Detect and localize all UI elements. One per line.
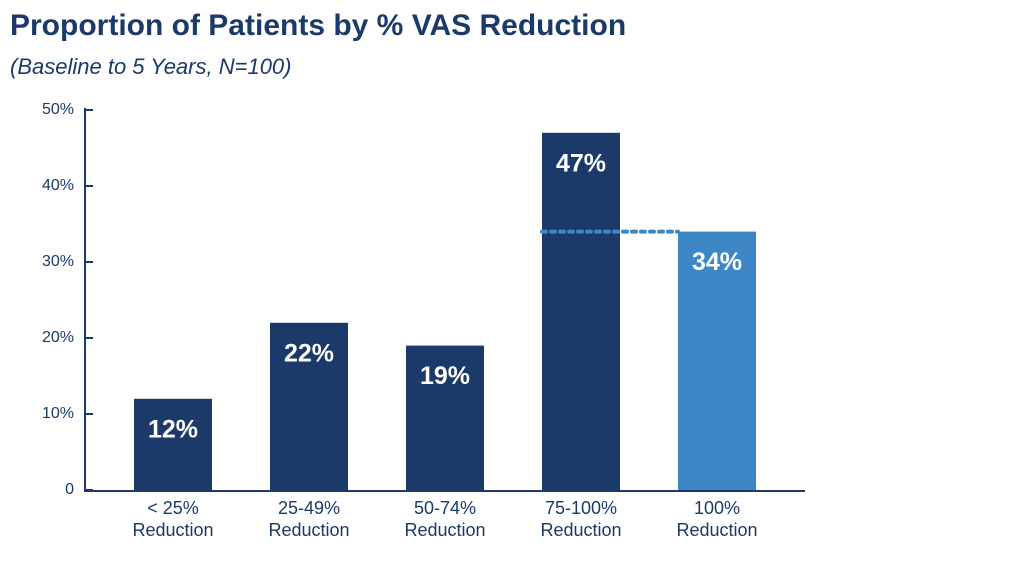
bar: [270, 322, 348, 490]
x-tick-label: 25-49%: [278, 498, 340, 518]
bar: [542, 132, 620, 491]
y-tick-label: 0: [65, 481, 74, 498]
x-tick-label: Reduction: [268, 520, 349, 540]
value-label: 47%: [556, 149, 606, 177]
value-label: 34%: [692, 248, 742, 276]
y-tick-label: 40%: [42, 177, 74, 194]
x-tick-label: 50-74%: [414, 498, 476, 518]
value-label: 12%: [148, 415, 198, 443]
chart-subtitle: (Baseline to 5 Years, N=100): [10, 54, 292, 79]
chart-title: Proportion of Patients by % VAS Reductio…: [10, 9, 626, 42]
x-tick-label: 100%: [694, 498, 740, 518]
value-label: 22%: [284, 339, 334, 367]
y-tick-label: 30%: [42, 253, 74, 270]
x-tick-label: Reduction: [676, 520, 757, 540]
y-tick-label: 10%: [42, 405, 74, 422]
y-tick-label: 50%: [42, 101, 74, 118]
x-tick-label: Reduction: [404, 520, 485, 540]
bar: [134, 398, 212, 490]
x-tick-label: Reduction: [132, 520, 213, 540]
bar: [678, 231, 756, 490]
bar: [406, 345, 484, 490]
x-tick-label: 75-100%: [545, 498, 617, 518]
x-tick-label: < 25%: [147, 498, 199, 518]
x-tick-label: Reduction: [540, 520, 621, 540]
y-tick-label: 20%: [42, 329, 74, 346]
value-label: 19%: [420, 362, 470, 390]
